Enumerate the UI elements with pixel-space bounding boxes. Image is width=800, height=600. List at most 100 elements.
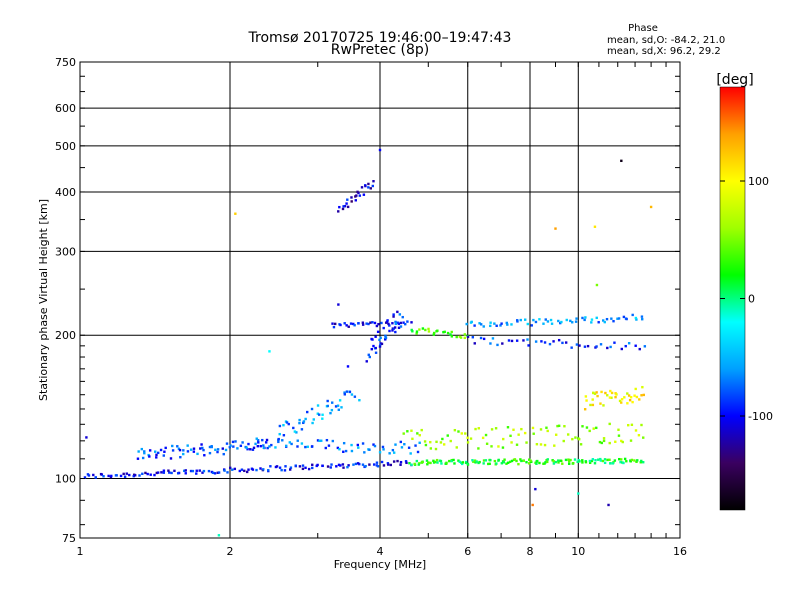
data-point — [641, 385, 644, 389]
data-point — [338, 448, 341, 451]
data-point — [450, 459, 453, 463]
data-point — [477, 447, 480, 450]
data-point — [327, 444, 331, 447]
data-point — [592, 427, 595, 430]
data-point — [394, 330, 397, 334]
data-point — [376, 330, 380, 334]
data-point — [556, 424, 559, 428]
data-point — [339, 464, 342, 467]
data-point — [619, 460, 622, 464]
data-point — [361, 323, 365, 326]
data-point — [371, 338, 374, 341]
data-point — [606, 394, 609, 397]
data-point — [246, 447, 249, 451]
data-point — [210, 445, 213, 449]
data-point — [613, 459, 617, 462]
data-point — [575, 317, 578, 320]
data-point — [564, 341, 568, 344]
data-point — [593, 225, 597, 228]
data-point — [329, 466, 332, 469]
data-point — [321, 417, 324, 420]
data-point — [254, 442, 257, 446]
data-point — [577, 438, 581, 441]
data-point — [259, 467, 262, 470]
data-point — [379, 342, 382, 345]
data-point — [186, 450, 190, 453]
y-tick-label: 300 — [55, 245, 76, 258]
data-point — [199, 447, 202, 450]
data-point — [435, 440, 438, 444]
data-point — [427, 327, 430, 331]
data-point — [417, 463, 420, 466]
data-point — [477, 461, 480, 465]
phase-box-line-o: mean, sd,O: -84.2, 21.0 — [607, 35, 725, 46]
data-point — [278, 424, 282, 428]
data-point — [348, 390, 352, 394]
data-point — [183, 469, 186, 473]
data-point — [363, 451, 366, 454]
data-point — [402, 321, 405, 324]
data-point — [316, 412, 320, 415]
data-point — [336, 404, 340, 407]
data-point — [403, 443, 406, 446]
data-point — [416, 450, 420, 454]
data-point — [306, 410, 309, 414]
data-point — [368, 355, 371, 359]
data-point — [85, 436, 88, 439]
data-point — [482, 462, 485, 465]
data-point — [635, 318, 638, 321]
data-point — [350, 393, 354, 396]
data-point — [155, 471, 158, 475]
data-point — [634, 344, 637, 347]
data-point — [484, 433, 488, 437]
data-point — [418, 328, 421, 331]
data-point — [156, 471, 160, 474]
data-point — [484, 459, 488, 462]
data-point — [581, 459, 584, 462]
data-point — [597, 458, 600, 461]
data-point — [300, 428, 304, 431]
data-point — [531, 426, 535, 430]
data-point — [421, 327, 425, 330]
data-point — [450, 335, 454, 338]
data-point — [618, 457, 621, 461]
data-point — [367, 322, 370, 326]
data-point — [149, 473, 152, 476]
data-point — [557, 459, 560, 462]
data-point — [407, 446, 411, 449]
data-point — [577, 492, 580, 495]
data-point — [285, 421, 289, 424]
data-point — [307, 467, 311, 471]
data-point — [387, 322, 390, 326]
data-point — [211, 471, 215, 475]
data-point — [226, 471, 229, 474]
data-point — [459, 336, 463, 339]
data-point — [410, 328, 413, 332]
data-point — [527, 462, 531, 465]
data-point — [94, 476, 97, 479]
data-point — [177, 447, 181, 451]
data-point — [461, 461, 465, 464]
data-point — [429, 440, 432, 444]
data-point — [380, 321, 383, 325]
data-point — [634, 387, 637, 391]
data-point — [594, 459, 597, 462]
data-point — [503, 458, 506, 461]
data-point — [455, 446, 458, 449]
data-point — [268, 350, 271, 353]
data-point — [529, 459, 532, 462]
y-tick-label: 400 — [55, 186, 76, 199]
data-point — [473, 324, 476, 327]
data-point — [602, 437, 606, 440]
data-point — [543, 341, 547, 344]
data-point — [599, 459, 603, 462]
data-point — [567, 462, 571, 465]
data-point — [236, 447, 239, 450]
data-point — [388, 452, 391, 455]
data-point — [583, 345, 587, 348]
data-point — [493, 322, 496, 325]
data-point — [457, 459, 460, 462]
data-point — [603, 458, 607, 461]
data-point — [137, 450, 140, 453]
data-point — [277, 437, 280, 441]
